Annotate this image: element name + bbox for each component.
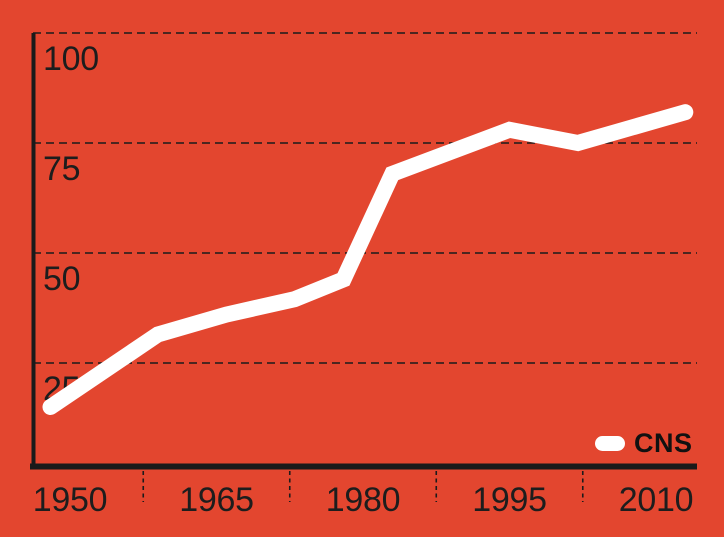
legend-label: CNS bbox=[634, 428, 693, 458]
legend-line-swatch bbox=[595, 436, 625, 451]
x-tick-label-1980: 1980 bbox=[326, 481, 400, 519]
x-tick-label-1950: 1950 bbox=[33, 481, 107, 519]
x-tick-label-2010: 2010 bbox=[619, 481, 693, 519]
y-tick-label-100: 100 bbox=[43, 40, 99, 78]
series-line-cns bbox=[42, 104, 694, 415]
legend: CNS bbox=[595, 430, 693, 457]
y-tick-label-50: 50 bbox=[43, 260, 80, 298]
x-tick-label-1995: 1995 bbox=[472, 481, 546, 519]
x-tick-label-1965: 1965 bbox=[179, 481, 253, 519]
y-tick-label-75: 75 bbox=[43, 150, 80, 188]
